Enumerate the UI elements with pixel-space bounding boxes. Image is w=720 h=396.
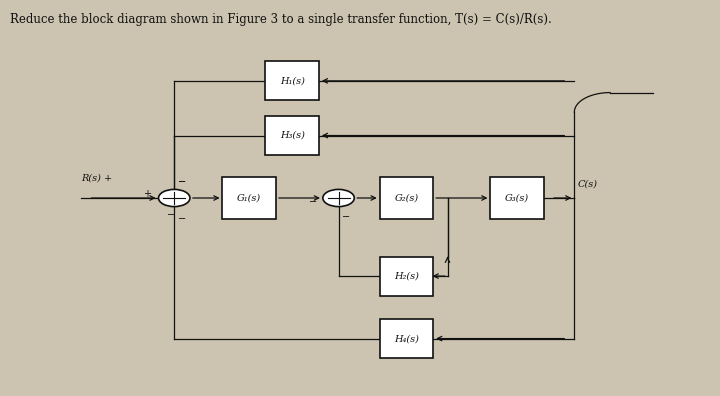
Text: +: + (143, 189, 151, 199)
Text: H₂(s): H₂(s) (394, 272, 419, 281)
Text: H₁(s): H₁(s) (279, 76, 305, 86)
Bar (222, 177, 276, 219)
Text: −: − (342, 212, 350, 223)
Text: G₃(s): G₃(s) (505, 194, 529, 202)
Text: −: − (178, 177, 186, 187)
Circle shape (323, 189, 354, 207)
Text: C(s): C(s) (578, 179, 598, 188)
Text: −: − (178, 214, 186, 225)
Bar (379, 177, 433, 219)
Circle shape (158, 189, 190, 207)
Bar (490, 177, 544, 219)
Text: G₂(s): G₂(s) (395, 194, 418, 202)
Text: −: − (166, 210, 175, 220)
Text: −: − (309, 197, 317, 207)
Bar (266, 61, 319, 101)
Text: G₁(s): G₁(s) (237, 194, 261, 202)
Bar (266, 116, 319, 155)
Text: R(s) +: R(s) + (81, 173, 112, 183)
Bar (379, 319, 433, 358)
Text: −: − (178, 177, 186, 187)
Text: Reduce the block diagram shown in Figure 3 to a single transfer function, T(s) =: Reduce the block diagram shown in Figure… (10, 13, 552, 25)
Bar (379, 257, 433, 295)
Text: H₃(s): H₃(s) (279, 131, 305, 140)
Text: H₄(s): H₄(s) (394, 334, 419, 343)
